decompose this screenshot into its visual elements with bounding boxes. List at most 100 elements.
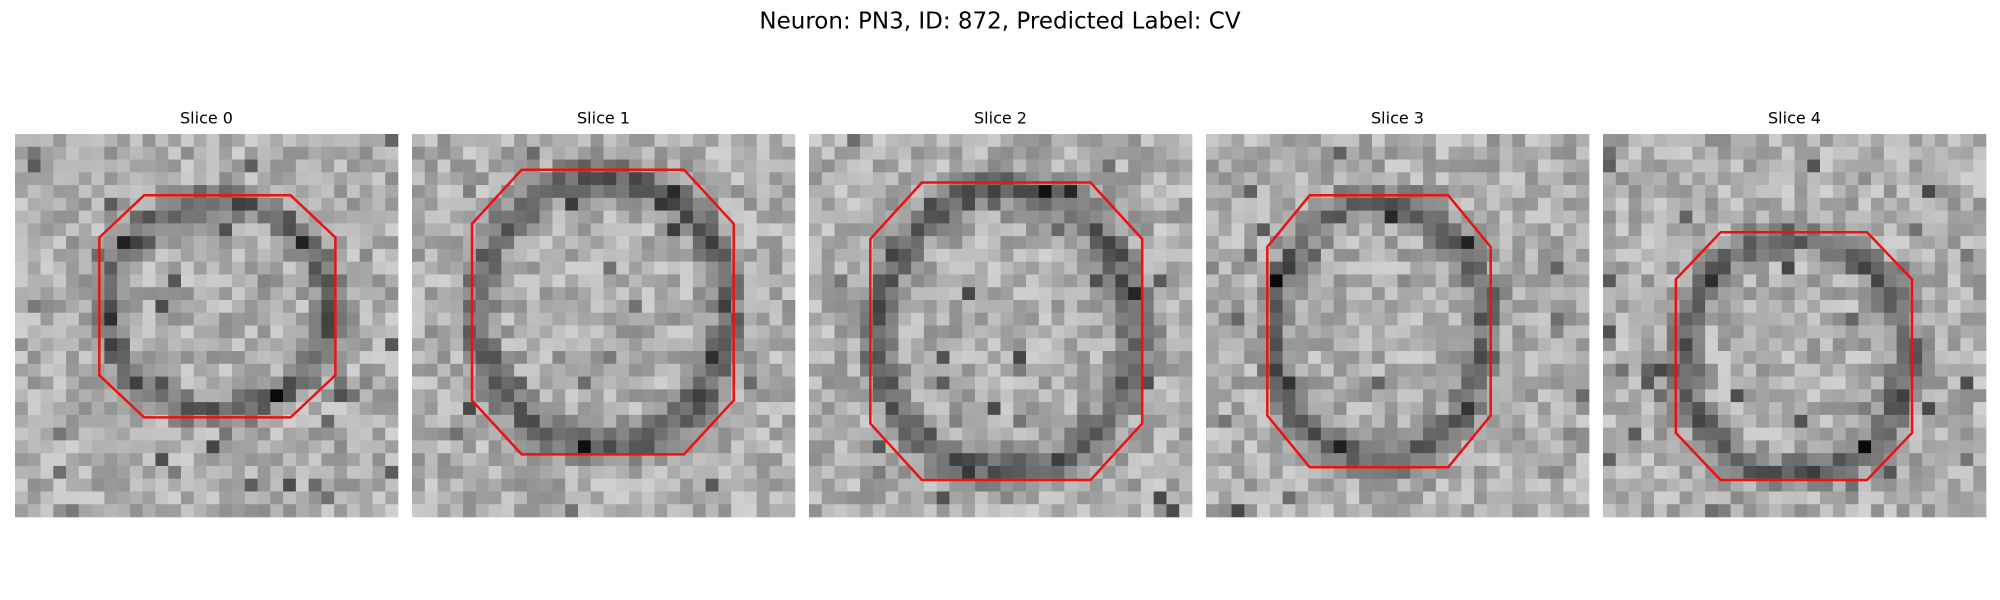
pixel — [1153, 504, 1167, 518]
pixel — [424, 338, 438, 352]
pixel — [15, 172, 29, 186]
pixel — [40, 402, 54, 416]
pixel — [117, 504, 131, 518]
pixel — [283, 465, 297, 479]
pixel — [501, 185, 515, 199]
pixel — [1654, 287, 1668, 301]
pixel — [1628, 440, 1642, 454]
pixel — [1768, 236, 1783, 250]
pixel — [1089, 274, 1103, 288]
pixel — [1641, 453, 1655, 467]
pixel — [539, 325, 553, 339]
pixel — [782, 261, 796, 275]
pixel — [1934, 338, 1948, 352]
pixel — [66, 261, 80, 275]
pixel — [1140, 274, 1154, 288]
pixel — [1858, 453, 1872, 467]
pixel — [1115, 465, 1129, 479]
pixel — [1384, 414, 1398, 428]
pixel — [1768, 402, 1783, 416]
pixel — [1435, 351, 1449, 365]
pixel — [450, 287, 464, 301]
pixel — [1934, 248, 1948, 262]
pixel — [1153, 172, 1167, 186]
pixel — [129, 287, 143, 301]
pixel — [1922, 363, 1936, 377]
pixel — [283, 504, 297, 518]
pixel — [1333, 236, 1347, 250]
pixel — [552, 274, 566, 288]
pixel — [731, 197, 745, 211]
pixel — [1486, 402, 1500, 416]
pixel — [1781, 159, 1795, 173]
pixel — [1423, 236, 1437, 250]
pixel — [1102, 351, 1116, 365]
pixel — [949, 491, 963, 505]
contour — [98, 194, 337, 419]
pixel — [539, 478, 553, 492]
pixel — [1883, 274, 1897, 288]
pixel — [53, 172, 67, 186]
pixel — [962, 210, 976, 224]
pixel — [616, 197, 630, 211]
pixel — [193, 299, 207, 314]
pixel — [1934, 261, 1948, 275]
pixel — [821, 134, 835, 148]
pixel — [821, 159, 835, 173]
pixel — [782, 478, 796, 492]
pixel — [1026, 248, 1040, 262]
pixel — [1730, 159, 1744, 173]
pixel — [936, 236, 950, 250]
pixel — [1858, 376, 1872, 390]
pixel — [488, 159, 502, 173]
pixel — [1934, 172, 1948, 186]
pixel — [1537, 440, 1551, 454]
pixel — [1077, 146, 1091, 160]
pixel — [1077, 210, 1091, 224]
pixel — [308, 504, 322, 518]
pixel — [1000, 389, 1014, 403]
pixel — [1794, 274, 1808, 288]
pixel — [1115, 389, 1129, 403]
pixel — [1000, 261, 1014, 275]
pixel — [1692, 197, 1706, 211]
pixel — [1525, 351, 1539, 365]
pixel — [898, 363, 912, 377]
pixel — [1820, 389, 1834, 403]
pixel — [718, 363, 732, 377]
pixel — [346, 248, 360, 262]
pixel — [603, 491, 617, 505]
image-panel — [809, 134, 1193, 518]
pixel — [1308, 351, 1322, 365]
pixel — [1820, 197, 1834, 211]
pixel — [27, 440, 41, 454]
pixel — [705, 197, 719, 211]
pixel — [1871, 478, 1885, 492]
pixel — [1269, 465, 1283, 479]
pixel — [1615, 453, 1629, 467]
pixel — [1832, 172, 1846, 186]
pixel — [1089, 504, 1103, 518]
pixel — [1550, 185, 1564, 199]
pixel — [1320, 299, 1334, 314]
pixel — [526, 248, 540, 262]
pixel — [705, 325, 719, 339]
pixel — [1934, 197, 1948, 211]
pixel — [475, 465, 489, 479]
pixel — [1486, 453, 1500, 467]
pixel — [1140, 389, 1154, 403]
pixel — [412, 351, 426, 365]
pixel — [1692, 389, 1706, 403]
pixel — [782, 134, 796, 148]
pixel — [1231, 338, 1245, 352]
pixel — [1883, 427, 1897, 441]
pixel — [577, 440, 592, 454]
pixel — [1730, 197, 1744, 211]
pixel — [1666, 261, 1680, 275]
pixel — [616, 248, 630, 262]
pixel — [641, 414, 655, 428]
pixel — [705, 338, 719, 352]
pixel — [769, 389, 783, 403]
pixel — [372, 338, 386, 352]
pixel — [346, 414, 360, 428]
